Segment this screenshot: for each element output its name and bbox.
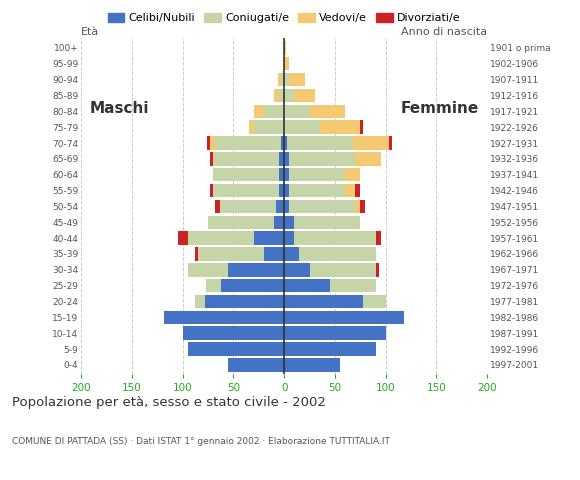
Bar: [284, 231, 294, 245]
Bar: [360, 120, 363, 134]
Bar: [284, 184, 289, 197]
Bar: [284, 41, 286, 55]
Bar: [320, 120, 360, 134]
Bar: [210, 184, 213, 197]
Bar: [208, 216, 274, 229]
Bar: [284, 326, 386, 340]
Bar: [345, 184, 355, 197]
Bar: [289, 200, 355, 213]
Bar: [289, 152, 355, 166]
Bar: [207, 136, 210, 150]
Bar: [213, 184, 279, 197]
Bar: [254, 231, 284, 245]
Bar: [355, 152, 380, 166]
Bar: [253, 105, 264, 118]
Bar: [165, 311, 284, 324]
Bar: [355, 200, 360, 213]
Bar: [229, 358, 284, 372]
Text: Maschi: Maschi: [89, 101, 149, 116]
Bar: [310, 105, 345, 118]
Bar: [310, 263, 376, 276]
Bar: [177, 231, 188, 245]
Text: Anno di nascita: Anno di nascita: [401, 27, 487, 37]
Bar: [284, 73, 289, 86]
Bar: [294, 231, 376, 245]
Bar: [294, 216, 360, 229]
Bar: [210, 136, 215, 150]
Bar: [289, 73, 304, 86]
Bar: [279, 152, 284, 166]
Bar: [221, 279, 284, 292]
Bar: [284, 342, 376, 356]
Bar: [284, 120, 320, 134]
Bar: [289, 168, 345, 181]
Text: Popolazione per età, sesso e stato civile - 2002: Popolazione per età, sesso e stato civil…: [12, 396, 325, 409]
Bar: [279, 168, 284, 181]
Bar: [284, 168, 289, 181]
Bar: [278, 73, 281, 86]
Bar: [289, 184, 345, 197]
Bar: [198, 247, 264, 261]
Bar: [279, 184, 284, 197]
Bar: [215, 200, 220, 213]
Bar: [376, 231, 380, 245]
Text: Femmine: Femmine: [401, 101, 479, 116]
Bar: [264, 105, 284, 118]
Bar: [254, 120, 284, 134]
Bar: [213, 152, 279, 166]
Bar: [274, 216, 284, 229]
Bar: [276, 200, 284, 213]
Bar: [284, 311, 404, 324]
Bar: [284, 216, 294, 229]
Bar: [330, 279, 376, 292]
Bar: [220, 200, 276, 213]
Bar: [183, 326, 284, 340]
Bar: [205, 295, 284, 308]
Bar: [188, 231, 254, 245]
Bar: [281, 136, 284, 150]
Bar: [284, 152, 289, 166]
Bar: [206, 279, 221, 292]
Bar: [345, 168, 360, 181]
Text: COMUNE DI PATTADA (SS) · Dati ISTAT 1° gennaio 2002 · Elaborazione TUTTITALIA.IT: COMUNE DI PATTADA (SS) · Dati ISTAT 1° g…: [12, 437, 390, 446]
Bar: [249, 120, 254, 134]
Bar: [294, 89, 314, 102]
Bar: [210, 152, 213, 166]
Bar: [360, 200, 365, 213]
Bar: [284, 136, 287, 150]
Bar: [299, 247, 376, 261]
Bar: [195, 247, 198, 261]
Bar: [274, 89, 279, 102]
Bar: [284, 89, 294, 102]
Bar: [195, 295, 205, 308]
Bar: [287, 136, 353, 150]
Bar: [213, 168, 279, 181]
Bar: [355, 184, 360, 197]
Legend: Celibi/Nubili, Coniugati/e, Vedovi/e, Divorziati/e: Celibi/Nubili, Coniugati/e, Vedovi/e, Di…: [106, 11, 463, 25]
Bar: [188, 263, 229, 276]
Bar: [264, 247, 284, 261]
Bar: [389, 136, 392, 150]
Bar: [353, 136, 389, 150]
Bar: [281, 73, 284, 86]
Text: Età: Età: [81, 27, 99, 37]
Bar: [284, 279, 330, 292]
Bar: [284, 105, 310, 118]
Bar: [188, 342, 284, 356]
Bar: [279, 89, 284, 102]
Bar: [284, 358, 340, 372]
Bar: [284, 295, 363, 308]
Bar: [284, 263, 310, 276]
Bar: [284, 200, 289, 213]
Bar: [284, 57, 289, 71]
Bar: [376, 263, 379, 276]
Bar: [229, 263, 284, 276]
Bar: [284, 247, 299, 261]
Bar: [215, 136, 281, 150]
Bar: [363, 295, 386, 308]
